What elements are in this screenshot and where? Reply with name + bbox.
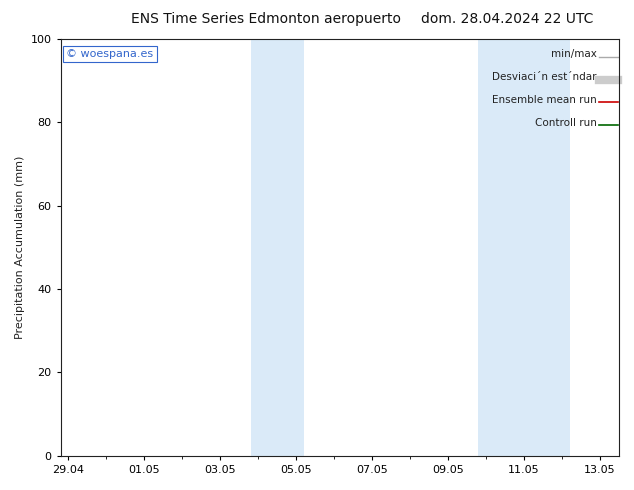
Y-axis label: Precipitation Accumulation (mm): Precipitation Accumulation (mm) [15, 156, 25, 339]
Bar [250, 39, 304, 456]
Text: Desviaci´n est´ndar: Desviaci´n est´ndar [492, 72, 597, 82]
Text: dom. 28.04.2024 22 UTC: dom. 28.04.2024 22 UTC [421, 12, 593, 26]
Bar [479, 39, 569, 456]
Text: Ensemble mean run: Ensemble mean run [492, 95, 597, 105]
Text: Controll run: Controll run [535, 118, 597, 128]
Text: ENS Time Series Edmonton aeropuerto: ENS Time Series Edmonton aeropuerto [131, 12, 401, 26]
Text: © woespana.es: © woespana.es [66, 49, 153, 59]
Text: min/max: min/max [551, 49, 597, 59]
